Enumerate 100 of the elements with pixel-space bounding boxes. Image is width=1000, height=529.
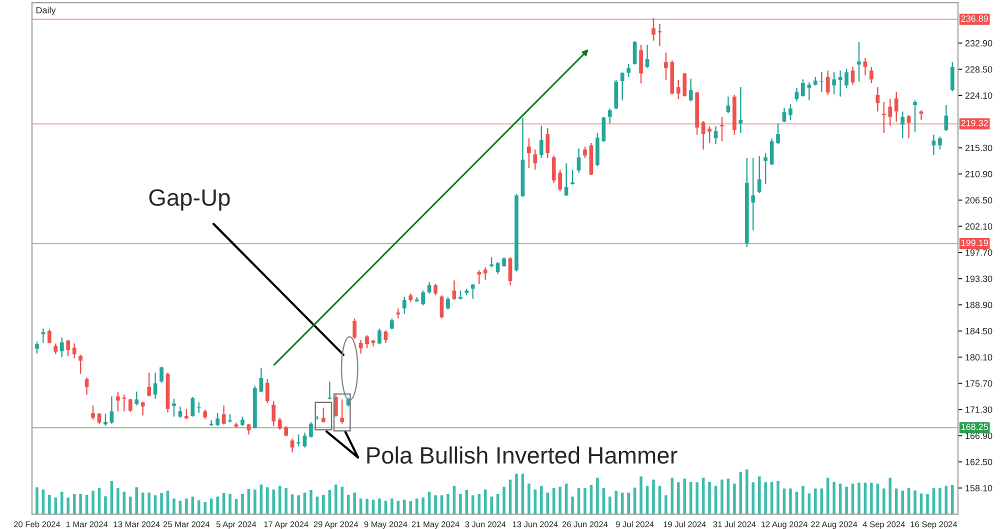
candlestick bbox=[334, 394, 338, 418]
candlestick bbox=[72, 342, 76, 359]
bar bbox=[528, 484, 530, 514]
candlestick bbox=[390, 318, 394, 330]
candlestick bbox=[97, 412, 102, 424]
y-tick-label: 193.30 bbox=[966, 276, 992, 282]
bar bbox=[409, 501, 412, 514]
bar bbox=[888, 478, 892, 514]
candlestick bbox=[203, 408, 208, 420]
x-tick-label: 16 Sep 2024 bbox=[910, 521, 958, 529]
x-tick-label: 25 Mar 2024 bbox=[163, 521, 210, 528]
bar bbox=[515, 474, 518, 514]
x-tick-label: 22 Aug 2024 bbox=[811, 521, 858, 529]
candlestick bbox=[894, 91, 898, 122]
candlestick bbox=[564, 162, 568, 197]
y-tick-label: 232.90 bbox=[965, 40, 992, 46]
candlestick bbox=[41, 328, 46, 344]
candlestick bbox=[664, 52, 668, 81]
candlestick bbox=[770, 138, 774, 166]
candlestick bbox=[558, 169, 562, 192]
bar bbox=[216, 496, 219, 514]
bar bbox=[160, 493, 163, 514]
bar bbox=[104, 496, 107, 514]
bar bbox=[826, 478, 830, 514]
bar bbox=[845, 486, 848, 514]
bar bbox=[627, 492, 630, 514]
bar bbox=[596, 478, 599, 514]
y-tick-label: 188.90 bbox=[966, 302, 992, 308]
candlestick bbox=[527, 138, 531, 169]
bar bbox=[284, 488, 288, 514]
candlestick bbox=[720, 116, 724, 142]
candlestick bbox=[78, 354, 83, 374]
candlestick bbox=[682, 72, 687, 98]
bar bbox=[608, 496, 612, 514]
bar bbox=[758, 476, 761, 514]
bar bbox=[720, 480, 724, 514]
bar bbox=[540, 486, 543, 514]
bar bbox=[446, 494, 450, 514]
bar bbox=[185, 498, 188, 514]
y-tick-label: 166.90 bbox=[966, 432, 992, 440]
bar bbox=[858, 482, 860, 514]
bar bbox=[894, 488, 898, 514]
candlestick bbox=[309, 421, 313, 438]
candlestick bbox=[91, 404, 95, 420]
bar bbox=[197, 500, 200, 514]
bar bbox=[584, 488, 586, 514]
y-tick-label: 175.70 bbox=[966, 380, 992, 387]
bar bbox=[148, 492, 150, 514]
bar bbox=[353, 492, 356, 514]
candlestick bbox=[632, 40, 637, 66]
candlestick bbox=[66, 339, 70, 357]
candlestick bbox=[944, 104, 948, 132]
candlestick bbox=[259, 367, 264, 393]
candlestick bbox=[932, 134, 936, 156]
candlestick bbox=[838, 70, 842, 98]
candlestick bbox=[688, 78, 693, 102]
bar bbox=[340, 486, 344, 514]
y-tick-label: 210.90 bbox=[965, 170, 992, 178]
bar bbox=[664, 495, 668, 514]
candlestick bbox=[222, 404, 226, 425]
candlestick bbox=[533, 148, 538, 170]
bar bbox=[272, 489, 276, 514]
bar bbox=[776, 480, 780, 514]
candlestick bbox=[84, 376, 89, 396]
y-tick-label: 202.10 bbox=[965, 223, 992, 230]
candlestick bbox=[265, 378, 270, 404]
candlestick bbox=[913, 100, 917, 132]
y-tick-label: 215.30 bbox=[965, 144, 992, 152]
candlestick bbox=[48, 328, 52, 344]
candlestick bbox=[60, 336, 64, 358]
annotation: Pola Bullish Inverted Hammer bbox=[367, 446, 678, 464]
bar bbox=[502, 486, 506, 514]
x-tick-label: 20 Feb 2024 bbox=[14, 521, 60, 528]
x-tick-label: 13 Mar 2024 bbox=[114, 521, 160, 528]
candlestick bbox=[384, 330, 388, 344]
bar bbox=[36, 487, 38, 514]
candlestick bbox=[870, 66, 874, 84]
candlestick bbox=[54, 342, 58, 355]
candlestick bbox=[801, 78, 805, 98]
bar bbox=[66, 498, 70, 514]
bar bbox=[402, 500, 406, 514]
x-tick-label: 13 Jun 2024 bbox=[512, 521, 558, 528]
bar bbox=[640, 476, 642, 514]
x-tick-label: 21 May 2024 bbox=[412, 521, 460, 529]
x-tick-label: 26 Jun 2024 bbox=[562, 521, 608, 528]
bar bbox=[571, 496, 574, 514]
candlestick bbox=[602, 116, 606, 142]
y-tick-label: 228.50 bbox=[965, 66, 992, 73]
candlestick bbox=[757, 155, 762, 194]
x-tick-label: 17 Apr 2024 bbox=[264, 521, 308, 529]
x-tick-label: 19 Jul 2024 bbox=[664, 521, 706, 528]
candlestick bbox=[876, 86, 880, 112]
candlestick bbox=[751, 157, 756, 232]
bar bbox=[60, 492, 64, 514]
bar bbox=[733, 484, 736, 514]
bar bbox=[254, 489, 256, 514]
bar bbox=[546, 492, 550, 514]
candlestick bbox=[216, 412, 220, 427]
bar bbox=[696, 482, 698, 514]
candlestick bbox=[820, 72, 824, 92]
